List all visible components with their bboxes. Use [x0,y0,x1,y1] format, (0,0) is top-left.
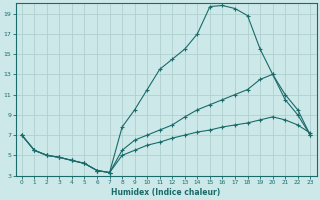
X-axis label: Humidex (Indice chaleur): Humidex (Indice chaleur) [111,188,221,197]
